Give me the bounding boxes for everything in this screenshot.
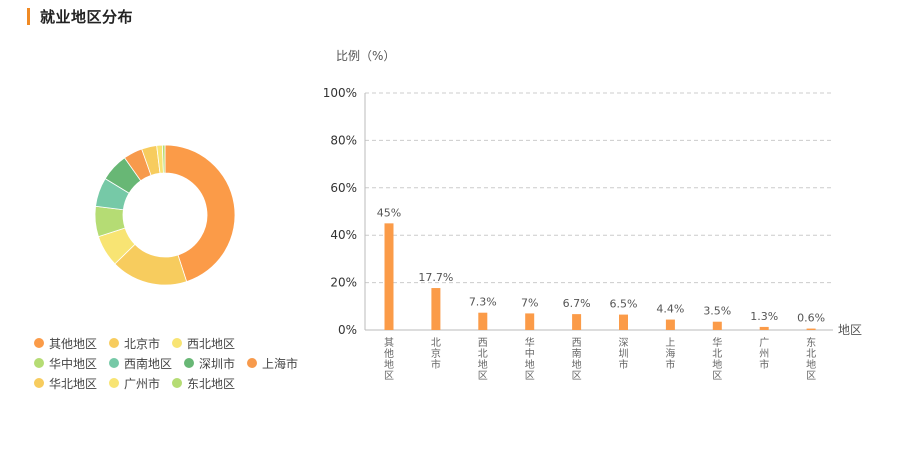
legend-label: 华北地区	[49, 376, 98, 391]
legend-row: 其他地区 北京市 西北地区	[34, 333, 324, 353]
bar[interactable]	[665, 319, 675, 330]
x-tick-label: 广州市	[759, 337, 769, 371]
legend-swatch	[184, 358, 195, 368]
bar[interactable]	[572, 314, 582, 330]
bar-value-label: 3.5%	[703, 305, 731, 318]
legend-label: 广州市	[124, 376, 161, 391]
bar-chart: 比例（%） 0% 20% 40% 60% 80% 100% 地区 45% 其他地区 17.7% 北京市…	[323, 49, 862, 382]
legend-item[interactable]: 深圳市	[184, 355, 235, 372]
legend-swatch	[247, 358, 258, 368]
x-tick-label: 华中地区	[525, 336, 535, 382]
legend-item[interactable]: 广州市	[109, 375, 160, 392]
bar-value-label: 7.3%	[469, 296, 497, 309]
y-tick-label: 80%	[330, 133, 357, 147]
bar[interactable]	[619, 314, 628, 330]
section-header: 就业地区分布	[27, 6, 133, 26]
donut-legend: 其他地区 北京市 西北地区华中地区 西南地区 深圳市 上海市华北地区 广州市 东北地区	[34, 333, 324, 393]
y-tick-label: 0%	[338, 323, 357, 337]
bar-value-label: 45%	[377, 206, 401, 219]
legend-swatch	[34, 378, 44, 388]
x-axis-label: 地区	[838, 323, 862, 337]
legend-swatch	[172, 378, 183, 388]
x-tick-label: 其他地区	[384, 337, 394, 382]
donut-slice-0	[164, 144, 236, 283]
legend-item[interactable]: 华北地区	[34, 375, 97, 392]
page-title: 就业地区分布	[40, 7, 134, 26]
bar[interactable]	[478, 312, 488, 330]
bar-value-label: 17.7%	[418, 271, 453, 284]
title-accent-bar	[27, 7, 30, 25]
bar[interactable]	[384, 223, 394, 330]
x-tick-label: 西南地区	[572, 338, 582, 382]
legend-item[interactable]: 东北地区	[172, 375, 235, 392]
donut-slice-9	[161, 144, 166, 174]
legend-swatch	[109, 378, 120, 388]
x-tick-label: 西北地区	[478, 338, 488, 382]
bar[interactable]	[525, 313, 535, 330]
bar[interactable]	[431, 288, 441, 330]
legend-swatch	[34, 338, 44, 348]
bar-value-label: 0.6%	[797, 312, 825, 325]
x-tick-label: 北京市	[431, 337, 441, 371]
legend-swatch	[109, 338, 120, 348]
legend-item[interactable]: 北京市	[109, 335, 160, 352]
legend-label: 深圳市	[199, 356, 236, 371]
legend-label: 上海市	[262, 356, 299, 371]
y-tick-label: 60%	[330, 181, 357, 195]
legend-swatch	[34, 358, 44, 368]
legend-label: 其他地区	[49, 336, 98, 351]
bar[interactable]	[759, 326, 769, 330]
legend-row: 华中地区 西南地区 深圳市 上海市	[34, 353, 324, 373]
y-tick-label: 20%	[330, 276, 357, 290]
x-tick-label: 上海市	[665, 337, 675, 371]
legend-swatch	[109, 358, 120, 368]
legend-label: 东北地区	[187, 376, 236, 391]
x-tick-label: 深圳市	[619, 337, 629, 371]
legend-label: 西北地区	[187, 336, 236, 351]
legend-label: 华中地区	[49, 356, 98, 371]
x-tick-label: 东北地区	[806, 336, 816, 382]
bar-value-label: 7%	[521, 296, 538, 309]
bar[interactable]	[712, 321, 722, 330]
legend-item[interactable]: 华中地区	[34, 355, 97, 372]
bar-value-label: 1.3%	[750, 310, 778, 323]
bar-value-label: 6.7%	[563, 297, 591, 310]
y-tick-label: 100%	[323, 86, 357, 100]
legend-label: 西南地区	[124, 356, 173, 371]
legend-swatch	[172, 338, 183, 348]
y-tick-label: 40%	[330, 228, 357, 242]
x-tick-label: 华北地区	[712, 336, 722, 382]
legend-label: 北京市	[124, 336, 161, 351]
y-axis-label: 比例（%）	[336, 49, 395, 63]
bar[interactable]	[806, 328, 816, 330]
legend-item[interactable]: 西南地区	[109, 355, 172, 372]
legend-row: 华北地区 广州市 东北地区	[34, 373, 324, 393]
legend-item[interactable]: 上海市	[247, 355, 298, 372]
bar-value-label: 4.4%	[656, 303, 684, 316]
legend-item[interactable]: 其他地区	[34, 335, 97, 352]
legend-item[interactable]: 西北地区	[172, 335, 235, 352]
bar-value-label: 6.5%	[610, 298, 638, 311]
donut-chart	[94, 144, 236, 286]
